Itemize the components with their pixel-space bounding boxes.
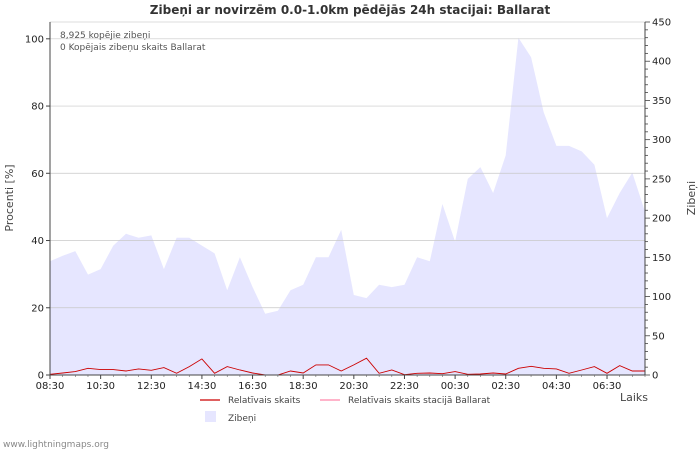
- y-left-label: Procenti [%]: [3, 164, 16, 231]
- footer-watermark: www.lightningmaps.org: [3, 440, 109, 450]
- legend-label-lightning: Zibeņi: [228, 414, 256, 424]
- legend-label-relative: Relatīvais skaits: [228, 396, 301, 406]
- right-tick-label-0: 0: [652, 371, 658, 382]
- right-tick-label-350: 350: [652, 96, 671, 107]
- lightning-area-layer: [50, 37, 645, 375]
- x-axis-ticks: 08:30 10:30 12:30 14:30 16:30 18:30 20:30 22:30…: [36, 375, 646, 392]
- x-tick-label-8: 00:30: [441, 381, 470, 392]
- x-tick-label-11: 06:30: [593, 381, 622, 392]
- x-tick-label-10: 04:30: [542, 381, 571, 392]
- right-tick-label-150: 150: [652, 253, 671, 264]
- x-tick-label-9: 02:30: [491, 381, 520, 392]
- x-tick-label-2: 12:30: [137, 381, 166, 392]
- x-axis-label: Laiks: [620, 391, 648, 404]
- right-tick-label-400: 400: [652, 57, 671, 68]
- right-tick-label-50: 50: [652, 331, 665, 342]
- left-tick-label-20: 20: [31, 303, 44, 314]
- right-tick-label-100: 100: [652, 292, 671, 303]
- x-tick-label-6: 20:30: [339, 381, 368, 392]
- legend-swatch-lightning: [205, 411, 216, 422]
- right-tick-label-300: 300: [652, 135, 671, 146]
- x-tick-label-7: 22:30: [390, 381, 419, 392]
- right-tick-label-450: 450: [652, 18, 671, 29]
- right-tick-label-250: 250: [652, 174, 671, 185]
- x-tick-label-4: 16:30: [238, 381, 267, 392]
- legend-label-relative-station: Relatīvais skaits stacijā Ballarat: [348, 396, 491, 406]
- legend: Relatīvais skaits Relatīvais skaits stac…: [200, 396, 491, 424]
- left-axis-ticks: 0 20 40 60 80 100: [25, 34, 50, 382]
- chart-title: Zibeņi ar novirzēm 0.0-1.0km pēdējās 24h…: [150, 3, 551, 17]
- x-tick-label-1: 10:30: [86, 381, 115, 392]
- x-tick-label-3: 14:30: [188, 381, 217, 392]
- left-tick-label-0: 0: [38, 371, 44, 382]
- annotation-total: 8,925 kopējie zibeņi: [60, 31, 150, 41]
- right-tick-label-200: 200: [652, 214, 671, 225]
- x-tick-label-5: 18:30: [289, 381, 318, 392]
- y-right-label: Zibeņi: [685, 181, 698, 215]
- left-tick-label-100: 100: [25, 34, 44, 45]
- x-tick-label-0: 08:30: [36, 381, 65, 392]
- right-axis-ticks: 0 50 100 150 200 250 300 350 400 450: [645, 18, 671, 382]
- annotation-station: 0 Kopējais zibeņu skaits Ballarat: [60, 43, 206, 53]
- relative-line: [49, 357, 645, 376]
- left-tick-label-60: 60: [31, 169, 44, 180]
- left-tick-label-80: 80: [31, 102, 44, 113]
- left-tick-label-40: 40: [31, 236, 44, 247]
- lightning-area: [50, 37, 645, 375]
